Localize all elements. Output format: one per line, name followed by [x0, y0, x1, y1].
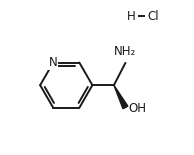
Text: H: H: [127, 10, 135, 23]
Text: Cl: Cl: [147, 10, 158, 23]
Text: NH₂: NH₂: [113, 45, 136, 58]
Text: OH: OH: [128, 102, 146, 115]
Polygon shape: [114, 85, 128, 109]
Text: N: N: [49, 56, 58, 69]
